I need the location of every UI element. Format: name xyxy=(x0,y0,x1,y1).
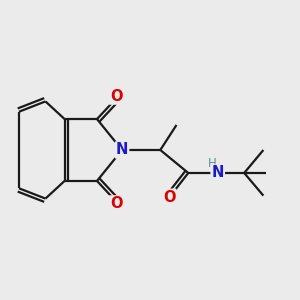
Text: O: O xyxy=(163,190,175,205)
Text: O: O xyxy=(110,88,122,104)
Text: H: H xyxy=(208,157,217,170)
Text: N: N xyxy=(212,166,224,181)
Text: N: N xyxy=(116,142,128,158)
Text: O: O xyxy=(110,196,122,211)
